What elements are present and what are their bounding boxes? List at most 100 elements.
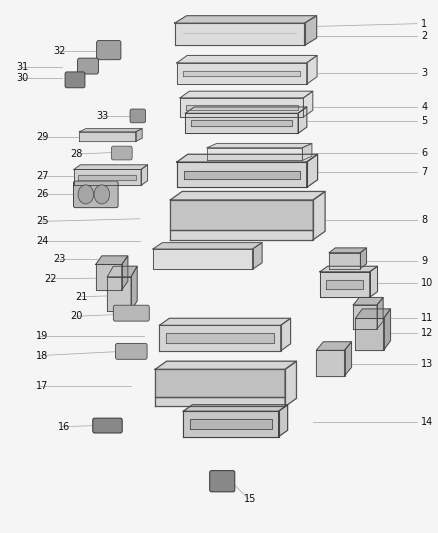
Polygon shape	[185, 114, 298, 133]
Text: 24: 24	[36, 236, 49, 246]
Polygon shape	[122, 256, 128, 290]
Text: 2: 2	[421, 31, 427, 42]
Polygon shape	[177, 55, 317, 63]
Text: 25: 25	[36, 216, 49, 227]
Polygon shape	[302, 143, 312, 160]
Polygon shape	[155, 369, 285, 397]
FancyBboxPatch shape	[116, 343, 147, 359]
FancyBboxPatch shape	[113, 305, 149, 321]
Polygon shape	[170, 191, 325, 200]
Polygon shape	[175, 23, 304, 45]
FancyBboxPatch shape	[78, 58, 99, 74]
Text: 29: 29	[36, 132, 49, 142]
Text: 5: 5	[421, 116, 427, 126]
Polygon shape	[298, 107, 307, 133]
Polygon shape	[316, 342, 351, 350]
Text: 32: 32	[53, 46, 66, 56]
Circle shape	[78, 185, 94, 204]
Text: 3: 3	[421, 68, 427, 78]
Text: 1: 1	[421, 19, 427, 29]
Polygon shape	[107, 266, 137, 277]
Polygon shape	[307, 55, 317, 84]
Text: 11: 11	[421, 313, 434, 324]
Polygon shape	[207, 148, 302, 160]
Polygon shape	[131, 266, 137, 311]
Polygon shape	[177, 154, 318, 162]
FancyBboxPatch shape	[74, 181, 118, 208]
Polygon shape	[180, 98, 304, 117]
Polygon shape	[281, 318, 290, 351]
Polygon shape	[183, 71, 300, 76]
Polygon shape	[320, 266, 378, 272]
Polygon shape	[207, 143, 312, 148]
FancyBboxPatch shape	[130, 109, 145, 123]
Polygon shape	[191, 120, 292, 126]
Circle shape	[94, 185, 110, 204]
Polygon shape	[155, 361, 297, 369]
Text: 10: 10	[421, 278, 434, 288]
Polygon shape	[384, 309, 390, 350]
Polygon shape	[183, 411, 279, 437]
Polygon shape	[353, 297, 383, 305]
Text: 20: 20	[71, 311, 83, 321]
Polygon shape	[74, 169, 141, 185]
Polygon shape	[355, 318, 384, 350]
Polygon shape	[170, 230, 313, 240]
FancyBboxPatch shape	[65, 72, 85, 88]
Polygon shape	[279, 405, 288, 437]
Polygon shape	[184, 171, 300, 179]
Text: 21: 21	[75, 292, 87, 302]
Polygon shape	[107, 277, 131, 311]
Polygon shape	[96, 264, 122, 290]
Polygon shape	[141, 165, 148, 185]
Text: 6: 6	[421, 148, 427, 158]
Text: 23: 23	[53, 254, 66, 264]
Text: 17: 17	[36, 381, 49, 391]
Text: 14: 14	[421, 417, 434, 427]
Polygon shape	[307, 154, 318, 188]
Polygon shape	[170, 200, 313, 230]
Text: 27: 27	[36, 172, 49, 181]
FancyBboxPatch shape	[97, 41, 121, 60]
Polygon shape	[285, 361, 297, 407]
Polygon shape	[159, 325, 281, 351]
Polygon shape	[320, 272, 370, 297]
Text: 18: 18	[36, 351, 48, 361]
Polygon shape	[74, 165, 148, 169]
Polygon shape	[360, 248, 367, 269]
Polygon shape	[377, 297, 383, 329]
Polygon shape	[304, 91, 313, 117]
Polygon shape	[345, 342, 351, 376]
Polygon shape	[79, 128, 142, 132]
Polygon shape	[153, 249, 253, 269]
Polygon shape	[166, 333, 274, 343]
Text: 33: 33	[97, 111, 109, 121]
Polygon shape	[175, 15, 317, 23]
Text: 8: 8	[421, 215, 427, 225]
Polygon shape	[304, 15, 317, 45]
Polygon shape	[180, 91, 313, 98]
Polygon shape	[96, 256, 128, 264]
Text: 22: 22	[45, 273, 57, 284]
Text: 31: 31	[17, 62, 29, 72]
Polygon shape	[186, 105, 297, 110]
Polygon shape	[78, 175, 137, 180]
Polygon shape	[153, 243, 262, 249]
Polygon shape	[355, 309, 390, 318]
FancyBboxPatch shape	[210, 471, 235, 492]
Text: 9: 9	[421, 256, 427, 265]
Polygon shape	[177, 63, 307, 84]
Text: 28: 28	[71, 149, 83, 159]
Text: 16: 16	[58, 422, 70, 432]
Polygon shape	[329, 248, 367, 253]
Polygon shape	[177, 162, 307, 188]
FancyBboxPatch shape	[111, 146, 132, 160]
Polygon shape	[136, 128, 142, 141]
Polygon shape	[316, 350, 345, 376]
Text: 4: 4	[421, 102, 427, 112]
Text: 19: 19	[36, 332, 48, 342]
Text: 30: 30	[17, 73, 29, 83]
Text: 7: 7	[421, 167, 427, 177]
Text: 12: 12	[421, 328, 434, 338]
Polygon shape	[159, 318, 290, 325]
